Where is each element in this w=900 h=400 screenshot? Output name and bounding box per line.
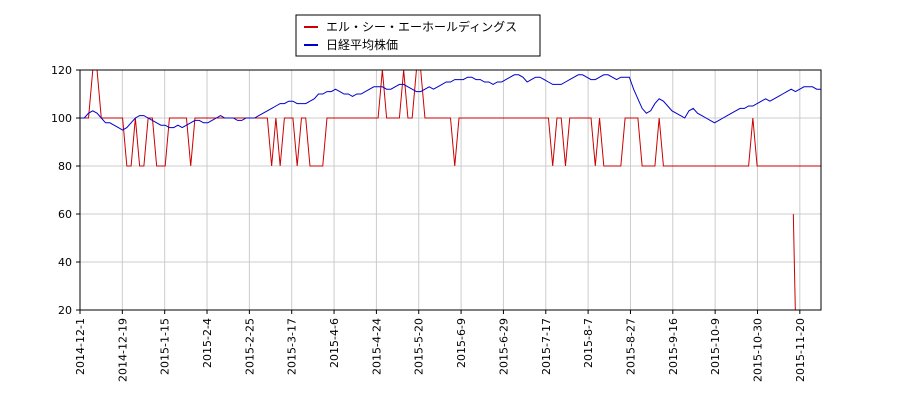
x-tick-label: 2015-8-7 xyxy=(582,318,595,368)
x-tick-label: 2015-2-4 xyxy=(201,318,214,368)
series-layer xyxy=(80,69,821,311)
legend: エル・シー・エーホールディングス 日経平均株価 xyxy=(295,14,541,57)
y-tick-label: 20 xyxy=(58,304,72,317)
x-tick-label: 2014-12-19 xyxy=(116,318,129,382)
x-tick-label: 2015-11-20 xyxy=(794,318,807,382)
legend-label-1: 日経平均株価 xyxy=(326,37,398,52)
x-tick-label: 2015-3-17 xyxy=(286,318,299,375)
x-tick-label: 2015-6-9 xyxy=(455,318,468,368)
series-line-0 xyxy=(80,69,821,167)
x-tick-label: 2014-12-1 xyxy=(74,318,87,375)
x-tick-label: 2015-4-6 xyxy=(328,318,341,368)
legend-label-0: エル・シー・エーホールディングス xyxy=(326,19,517,34)
y-tick-label: 40 xyxy=(58,256,72,269)
x-tick-label: 2015-10-30 xyxy=(751,318,764,382)
x-tick-label: 2015-6-29 xyxy=(497,318,510,375)
grid-layer xyxy=(79,69,821,311)
axis-layer: 20 40 60 80 100 120 2014-12-1 2014-12-19 2015-1-… xyxy=(51,64,807,382)
legend-box xyxy=(295,14,541,57)
y-tick-label: 120 xyxy=(51,64,72,77)
x-tick-label: 2015-2-25 xyxy=(243,318,256,375)
plot-frame xyxy=(79,69,822,311)
y-tick-label: 100 xyxy=(51,112,72,125)
x-tick-label: 2015-4-24 xyxy=(370,318,383,375)
series-line-1 xyxy=(80,74,821,131)
x-tick-label: 2015-9-16 xyxy=(667,318,680,375)
x-tick-label: 2015-8-27 xyxy=(624,318,637,375)
x-tick-label: 2015-1-15 xyxy=(159,318,172,375)
y-tick-label: 60 xyxy=(58,208,72,221)
x-tick-label: 2015-10-9 xyxy=(709,318,722,375)
series-line-0-drop xyxy=(792,213,796,311)
y-tick-label: 80 xyxy=(58,160,72,173)
x-tick-label: 2015-5-20 xyxy=(413,318,426,375)
x-tick-label: 2015-7-17 xyxy=(540,318,553,375)
